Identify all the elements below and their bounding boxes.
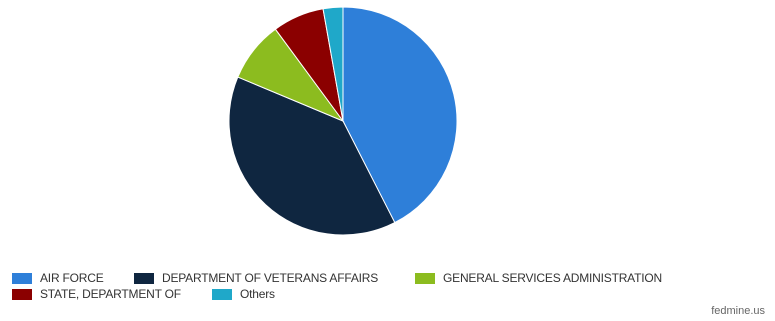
legend-item-state[interactable]: STATE, DEPARTMENT OF	[12, 287, 181, 301]
legend-label-air-force: AIR FORCE	[40, 271, 104, 285]
credit-label: fedmine.us	[711, 305, 765, 317]
legend-item-air-force[interactable]: AIR FORCE	[12, 271, 104, 285]
legend-swatch-state	[12, 288, 32, 300]
legend-item-others[interactable]: Others	[212, 287, 275, 301]
legend-row-2: STATE, DEPARTMENT OF Others	[12, 287, 772, 303]
legend: AIR FORCE DEPARTMENT OF VETERANS AFFAIRS…	[12, 271, 772, 303]
legend-item-gsa[interactable]: GENERAL SERVICES ADMINISTRATION	[415, 271, 662, 285]
legend-swatch-air-force	[12, 272, 32, 284]
legend-item-veterans-affairs[interactable]: DEPARTMENT OF VETERANS AFFAIRS	[134, 271, 378, 285]
legend-label-state: STATE, DEPARTMENT OF	[40, 287, 181, 301]
legend-swatch-gsa	[415, 272, 435, 284]
legend-swatch-others	[212, 288, 232, 300]
legend-swatch-veterans-affairs	[134, 272, 154, 284]
legend-row-1: AIR FORCE DEPARTMENT OF VETERANS AFFAIRS…	[12, 271, 772, 287]
pie-slice-air-force[interactable]	[342, 6, 458, 224]
legend-label-veterans-affairs: DEPARTMENT OF VETERANS AFFAIRS	[162, 271, 379, 285]
pie-chart	[228, 6, 458, 236]
pie-slice-veterans-affairs[interactable]	[228, 76, 396, 236]
legend-label-gsa: GENERAL SERVICES ADMINISTRATION	[443, 271, 662, 285]
legend-label-others: Others	[240, 287, 275, 301]
pie-slice-others[interactable]	[322, 6, 344, 122]
